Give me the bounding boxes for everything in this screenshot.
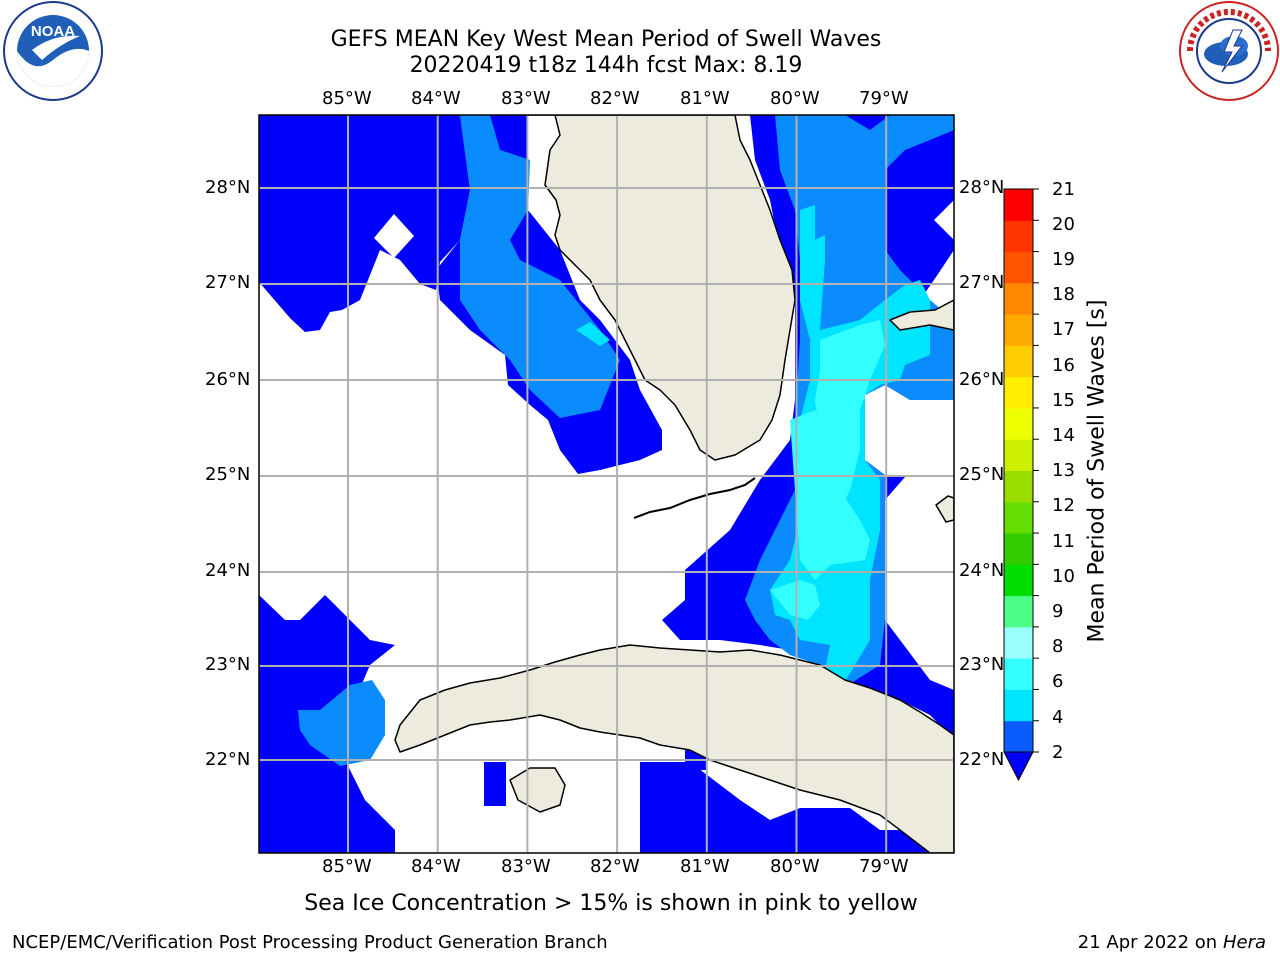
lat-label-right: 26°N xyxy=(959,369,1005,390)
lon-label-bottom: 80°W xyxy=(770,856,820,877)
lon-label-top: 82°W xyxy=(590,88,640,109)
lat-label-left: 24°N xyxy=(205,560,251,581)
lon-label-bottom: 82°W xyxy=(590,856,640,877)
lat-label-right: 28°N xyxy=(959,177,1005,198)
lat-label-right: 22°N xyxy=(959,749,1005,770)
colorbar-segment xyxy=(1004,564,1033,597)
colorbar-segment xyxy=(1004,533,1033,565)
colorbar-under-triangle xyxy=(1003,751,1034,782)
noaa-logo-text: NOAA xyxy=(31,23,75,40)
colorbar-tick: 17 xyxy=(1052,319,1075,340)
lon-label-top: 79°W xyxy=(859,88,909,109)
colorbar-segment xyxy=(1004,345,1033,378)
lon-label-bottom: 85°W xyxy=(322,856,372,877)
swell-region-straits-lightcyan-2 xyxy=(770,580,820,620)
swell-region-isla-juventud xyxy=(484,762,506,806)
colorbar-tick: 10 xyxy=(1052,566,1075,587)
colorbar-segment xyxy=(1004,314,1033,346)
colorbar-segment xyxy=(1004,501,1033,534)
colorbar-tick: 16 xyxy=(1052,355,1075,376)
colorbar-segment xyxy=(1004,189,1033,221)
colorbar-tick: 15 xyxy=(1052,390,1075,411)
lat-label-left: 26°N xyxy=(205,369,251,390)
swell-region-caribbean-south-2 xyxy=(662,762,930,853)
lon-label-bottom: 79°W xyxy=(859,856,909,877)
sea-ice-note: Sea Ice Concentration > 15% is shown in … xyxy=(304,891,918,916)
lat-label-right: 23°N xyxy=(959,654,1005,675)
date-text: 21 Apr 2022 on xyxy=(1077,932,1218,953)
colorbar-tick: 14 xyxy=(1052,425,1075,446)
lon-label-top: 80°W xyxy=(770,88,820,109)
date-stamp: 21 Apr 2022 on Hera xyxy=(1078,932,1266,953)
chart-subtitle: 20220419 t18z 144h fcst Max: 8.19 xyxy=(409,53,803,78)
lat-label-left: 25°N xyxy=(205,464,251,485)
credit-text: NCEP/EMC/Verification Post Processing Pr… xyxy=(12,932,608,953)
colorbar-segment xyxy=(1004,689,1033,722)
swell-region-straits-lightcyan xyxy=(790,410,870,580)
lat-label-right: 25°N xyxy=(959,464,1005,485)
lon-label-top: 81°W xyxy=(680,88,730,109)
colorbar-segment xyxy=(1004,251,1033,284)
colorbar-tick: 21 xyxy=(1052,179,1075,200)
lat-label-right: 24°N xyxy=(959,560,1005,581)
colorbar-segment xyxy=(1004,407,1033,440)
swell-region-caribbean-west-light xyxy=(298,680,385,766)
florida-keys xyxy=(633,477,756,519)
colorbar-tick: 12 xyxy=(1052,495,1075,516)
florida-land xyxy=(527,115,796,461)
grand-bahama-land xyxy=(889,299,954,331)
chart-title: GEFS MEAN Key West Mean Period of Swell … xyxy=(330,27,882,52)
noaa-logo: NOAA xyxy=(3,1,103,101)
lon-label-top: 83°W xyxy=(501,88,551,109)
colorbar-segment xyxy=(1004,282,1033,315)
swell-region-westcoast-cyan xyxy=(576,322,610,346)
bahamas-land xyxy=(935,495,954,523)
colorbar-segment xyxy=(1004,720,1033,753)
lat-label-left: 23°N xyxy=(205,654,251,675)
lon-label-top: 84°W xyxy=(411,88,461,109)
colorbar-segment xyxy=(1004,658,1033,690)
lat-label-left: 22°N xyxy=(205,749,251,770)
colorbar-tick: 6 xyxy=(1052,671,1064,692)
lon-label-top: 85°W xyxy=(322,88,372,109)
colorbar-segment xyxy=(1004,470,1033,503)
colorbar-tick: 13 xyxy=(1052,460,1075,481)
colorbar-tick: 2 xyxy=(1052,742,1064,763)
colorbar-tick: 8 xyxy=(1052,636,1064,657)
colorbar-label: Mean Period of Swell Waves [s] xyxy=(1084,299,1110,643)
colorbar-segment xyxy=(1004,376,1033,409)
isla-juventud-land xyxy=(509,767,566,813)
colorbar-tick: 4 xyxy=(1052,707,1064,728)
colorbar-tick: 11 xyxy=(1052,531,1075,552)
lon-label-bottom: 83°W xyxy=(501,856,551,877)
colorbar-segment xyxy=(1004,595,1033,628)
swell-region-westcoast-light xyxy=(460,115,620,418)
lon-label-bottom: 81°W xyxy=(680,856,730,877)
lat-label-right: 27°N xyxy=(959,272,1005,293)
lat-label-left: 27°N xyxy=(205,272,251,293)
map-frame xyxy=(258,114,955,854)
swell-region-gulf xyxy=(259,115,470,332)
nws-logo xyxy=(1179,1,1279,101)
colorbar-segment xyxy=(1004,439,1033,471)
colorbar-segment xyxy=(1004,220,1033,253)
colorbar-tick: 9 xyxy=(1052,601,1064,622)
cuba-land xyxy=(394,644,954,853)
colorbar-segment xyxy=(1004,626,1033,659)
colorbar-tick: 18 xyxy=(1052,284,1075,305)
lon-label-bottom: 84°W xyxy=(411,856,461,877)
host-name: Hera xyxy=(1222,932,1266,953)
no-data-gulf-hole xyxy=(374,214,414,258)
map-layer xyxy=(259,115,954,853)
colorbar-tick: 20 xyxy=(1052,214,1075,235)
swell-region-caribbean-south xyxy=(640,762,662,853)
colorbar-tick: 19 xyxy=(1052,249,1075,270)
lat-label-left: 28°N xyxy=(205,177,251,198)
